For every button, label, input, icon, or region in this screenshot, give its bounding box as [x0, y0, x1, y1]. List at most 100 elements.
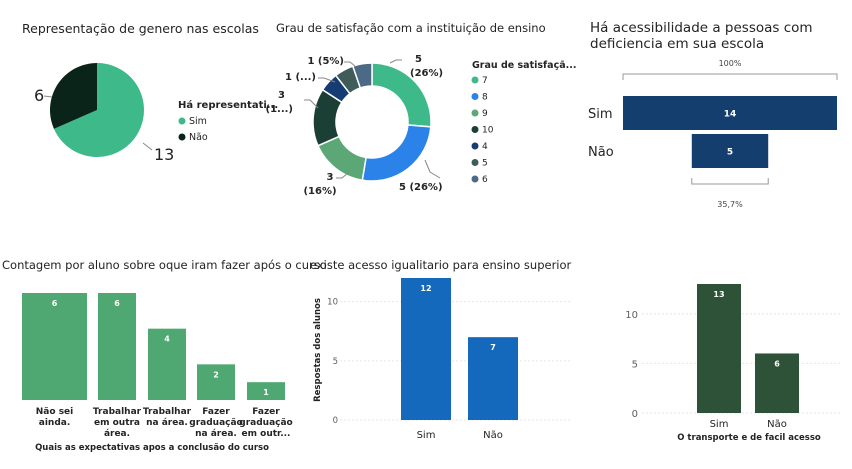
donut-legend-marker: [471, 109, 479, 117]
transport-bar: [755, 353, 799, 413]
donut-label-9: 3: [327, 172, 334, 183]
transport-bar-chart: 0 5 10 13 Sim 6 Não O transporte e de facil ace…: [625, 284, 842, 443]
donut-legend-marker: [471, 126, 479, 133]
expectation-bar-value: 2: [213, 370, 219, 379]
donut-label-8: 5 (26%): [399, 182, 443, 193]
access-bar-value: 7: [490, 343, 496, 352]
funnel-value-label: 5: [727, 148, 733, 158]
satisfaction-donut-title: Grau de satisfação com a instituição de …: [276, 21, 546, 35]
transport-bar-panel: 0 5 10 13 Sim 6 Não O transporte e de facil ace…: [580, 240, 852, 469]
funnel-top-bracket: [622, 73, 838, 80]
expectation-x-axis-title: Quais as expectativas apos a conclusão d…: [35, 443, 269, 453]
expectation-bar: [22, 293, 87, 400]
access-bar: [468, 337, 518, 420]
donut-legend-title: Grau de satisfaçã...: [472, 60, 576, 71]
expectation-category-label: em outr...: [242, 429, 291, 439]
expectation-category-label: Fazer: [252, 407, 280, 417]
satisfaction-donut-chart: 5 (26%) 5 (26%) 3 (16%) 3 (1...) 1 (...) 1 (5%) G…: [266, 54, 577, 197]
donut-label-10: 3: [278, 90, 285, 101]
donut-label-5: 1 (5%): [307, 56, 344, 67]
expectations-bar-panel: Contagem por aluno sobre oque iram fazer…: [0, 240, 327, 469]
donut-legend-marker: [471, 93, 479, 100]
donut-leader-line: [344, 61, 356, 67]
accessibility-funnel-title-text: Há acessibilidade a pessoas com deficien…: [590, 20, 813, 52]
donut-label-10: (1...): [266, 104, 294, 115]
funnel-bottom-bracket: [691, 178, 769, 185]
funnel-bar-não: [691, 134, 769, 168]
transport-bar-value: 13: [713, 290, 724, 299]
transport-category-label: Sim: [710, 419, 729, 430]
donut-slice-8: [361, 124, 432, 182]
access-y-tick-label: 5: [333, 357, 338, 367]
transport-y-tick-label: 0: [632, 409, 638, 420]
transport-y-tick-label: 10: [625, 310, 638, 321]
donut-label-9: (16%): [303, 186, 336, 197]
donut-leader-line: [304, 99, 319, 109]
donut-legend-label: 7: [482, 76, 488, 86]
expectation-bar: [247, 382, 285, 400]
donut-label-4: 1 (...): [285, 72, 316, 83]
expectations-bar-title: Contagem por aluno sobre oque iram fazer…: [2, 258, 327, 272]
donut-leader-line: [336, 172, 349, 179]
expectation-category-label: área.: [104, 429, 130, 439]
transport-bar-value: 6: [774, 359, 780, 368]
donut-legend-label: 9: [482, 109, 488, 119]
pie-slice-sim: [53, 63, 144, 157]
pie-data-label-sim: 13: [154, 145, 174, 164]
expectation-bar: [197, 364, 235, 400]
donut-leader-line: [389, 59, 402, 64]
expectation-bar-value: 6: [52, 299, 58, 308]
donut-slice-6: [351, 62, 373, 89]
access-bar-value: 12: [420, 284, 431, 293]
donut-leader-line: [424, 159, 441, 179]
funnel-value-label: 14: [724, 110, 737, 120]
donut-legend-marker: [471, 142, 479, 150]
satisfaction-donut-panel: Grau de satisfação com a instituição de …: [260, 0, 580, 240]
pie-legend-label: Sim: [189, 116, 207, 127]
access-bar-chart: 0 5 10 12 Sim 7 Não Respostas dos alunos: [313, 278, 570, 441]
expectation-category-label: Não sei: [36, 407, 73, 417]
donut-legend-label: 10: [482, 126, 494, 136]
donut-legend-label: 4: [482, 142, 488, 152]
expectation-category-label: em outra: [94, 418, 140, 428]
accessibility-funnel-title: Há acessibilidade a pessoas com deficien…: [590, 20, 820, 52]
donut-legend-marker: [471, 76, 479, 84]
pie-slice-não: [49, 63, 97, 129]
pie-legend-marker: [178, 133, 186, 141]
access-bar-title: existe acesso igualitario para ensino su…: [310, 258, 572, 272]
donut-legend-label: 5: [482, 159, 488, 169]
transport-y-tick-label: 5: [632, 359, 638, 370]
expectation-category-label: na área.: [195, 429, 237, 439]
expectation-category-label: ainda.: [39, 418, 71, 428]
access-y-axis-title: Respostas dos alunos: [313, 298, 323, 402]
pie-leader-line: [43, 95, 53, 98]
pie-legend-marker: [178, 117, 186, 125]
access-y-tick-label: 0: [333, 416, 338, 426]
expectation-bar-value: 4: [164, 335, 170, 344]
pie-legend-title: Há representati...: [178, 99, 278, 111]
access-category-label: Não: [483, 430, 503, 441]
access-category-label: Sim: [417, 430, 436, 441]
funnel-category-label: Sim: [588, 107, 613, 122]
access-bar: [401, 278, 451, 420]
donut-label-7: 5: [415, 54, 422, 65]
funnel-top-label: 100%: [719, 59, 742, 68]
funnel-bottom-label: 35,7%: [717, 200, 743, 209]
expectation-category-label: Trabalhar: [143, 407, 192, 417]
donut-label-7: (26%): [410, 68, 443, 79]
pie-legend-label: Não: [189, 132, 208, 143]
expectation-bar-value: 1: [263, 388, 269, 397]
transport-bar: [697, 284, 741, 413]
expectation-category-label: graduação: [189, 418, 242, 428]
expectation-category-label: graduação: [239, 418, 292, 428]
donut-legend-marker: [471, 175, 479, 183]
transport-x-axis-title: O transporte e de facil acesso: [677, 433, 821, 443]
pie-leader-line: [142, 142, 153, 151]
expectation-category-label: na área.: [146, 418, 188, 428]
donut-legend-marker: [471, 159, 479, 166]
expectation-category-label: Fazer: [202, 407, 230, 417]
expectation-bar: [98, 293, 136, 400]
transport-category-label: Não: [767, 419, 787, 430]
accessibility-funnel-chart: 100% 14 Sim 5 Não 35,7%: [588, 59, 838, 209]
